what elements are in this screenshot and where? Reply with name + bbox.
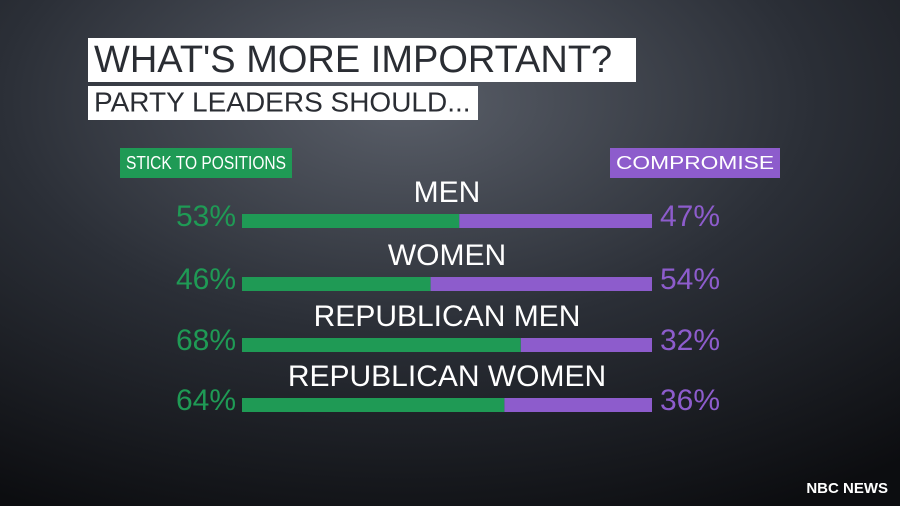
category-label: MEN xyxy=(414,176,481,209)
category-label: REPUBLICAN MEN xyxy=(314,300,581,333)
chart-subtitle: PARTY LEADERS SHOULD... xyxy=(94,86,471,117)
subtitle-box xyxy=(88,86,478,120)
legend-swatch xyxy=(610,148,780,178)
category-label: REPUBLICAN WOMEN xyxy=(288,360,606,393)
bar-segment xyxy=(430,277,652,291)
value-label: 46% xyxy=(176,263,236,296)
bar-segment xyxy=(242,398,505,412)
legend-label: COMPROMISE xyxy=(616,153,774,173)
bar-segment xyxy=(459,214,652,228)
value-label: 32% xyxy=(660,324,720,357)
title-box xyxy=(88,38,636,82)
value-label: 47% xyxy=(660,200,720,233)
category-label: WOMEN xyxy=(388,239,506,272)
source: NBC NEWS xyxy=(806,480,888,497)
value-label: 64% xyxy=(176,384,236,417)
bar-segment xyxy=(242,214,460,228)
legend-swatch xyxy=(120,148,292,178)
value-label: 54% xyxy=(660,263,720,296)
chart-title: WHAT'S MORE IMPORTANT? xyxy=(94,39,612,81)
value-label: 36% xyxy=(660,384,720,417)
legend-label: STICK TO POSITIONS xyxy=(126,153,286,173)
value-label: 53% xyxy=(176,200,236,233)
value-label: 68% xyxy=(176,324,236,357)
bar-segment xyxy=(242,277,431,291)
bar-segment xyxy=(242,338,521,352)
bar-segment xyxy=(504,398,652,412)
bar-segment xyxy=(520,338,652,352)
